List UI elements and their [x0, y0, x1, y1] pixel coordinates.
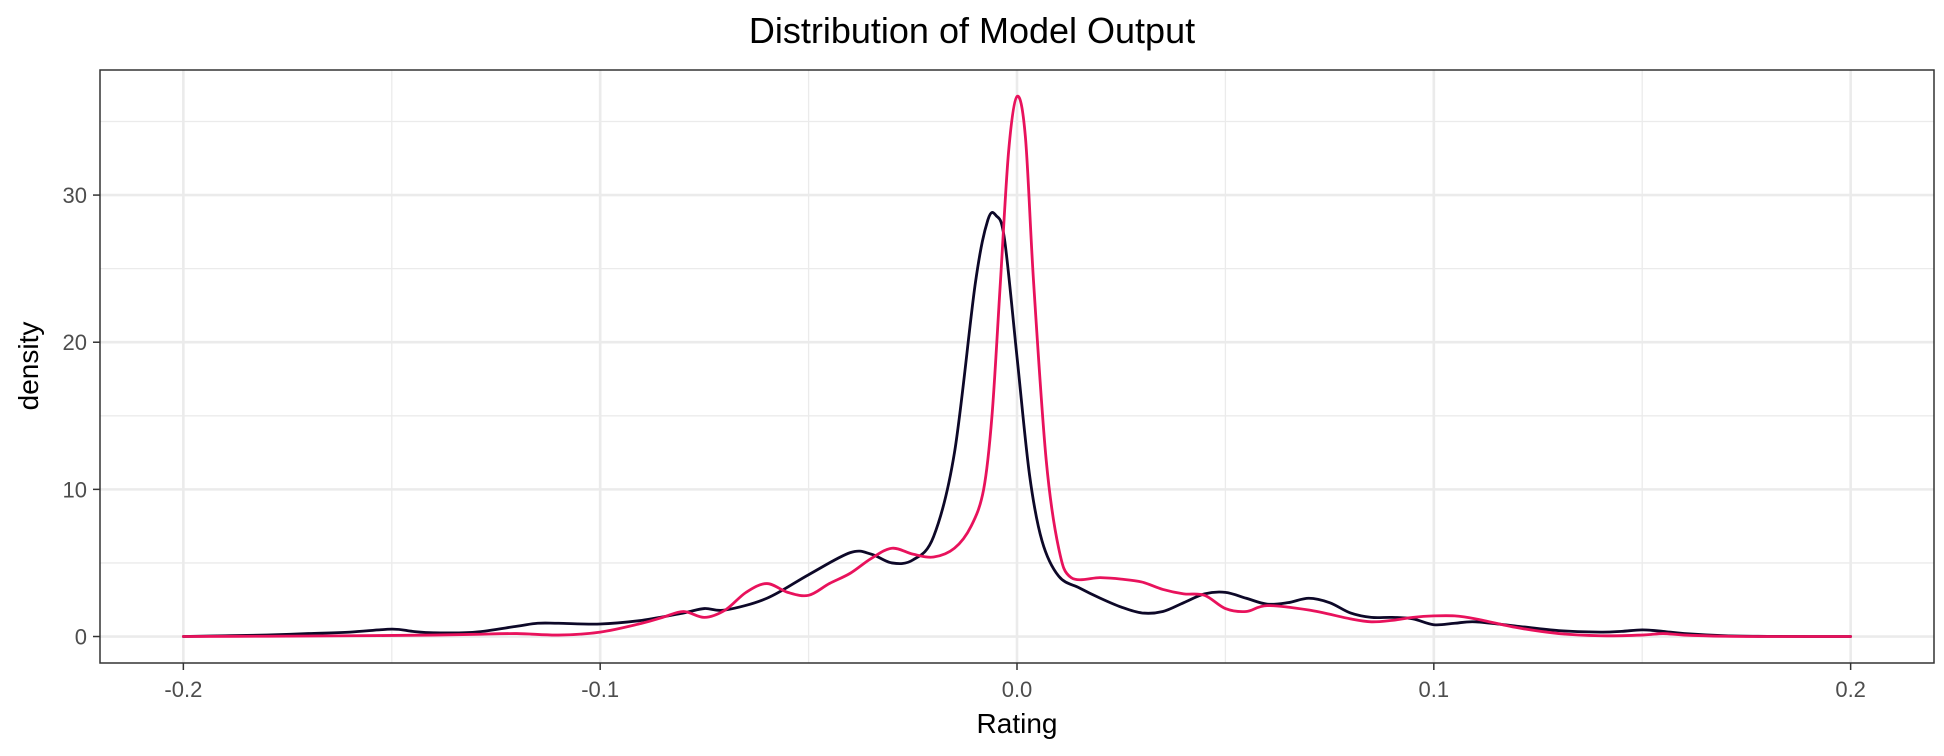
x-tick-label: 0.2 [1835, 677, 1866, 702]
axis-ticks: -0.2 -0.1 0.0 0.1 0.2 0 10 20 30 [63, 183, 1866, 702]
y-tick-label: 10 [63, 477, 87, 502]
x-tick-label: 0.1 [1419, 677, 1450, 702]
density-line-series-1 [181, 211, 1853, 638]
x-tick-label: -0.1 [581, 677, 619, 702]
y-axis-title: density [13, 322, 44, 411]
y-tick-label: 20 [63, 330, 87, 355]
x-tick-label: -0.2 [164, 677, 202, 702]
chart-title: Distribution of Model Output [749, 10, 1195, 51]
x-axis-title: Rating [977, 708, 1058, 739]
series-lines [181, 94, 1853, 638]
x-tick-label: 0.0 [1002, 677, 1033, 702]
y-tick-label: 0 [75, 625, 87, 650]
density-line-series-2 [181, 94, 1853, 638]
y-tick-label: 30 [63, 183, 87, 208]
